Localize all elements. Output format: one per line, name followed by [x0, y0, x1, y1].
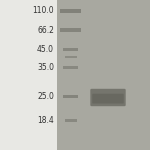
Text: 45.0: 45.0	[37, 45, 54, 54]
FancyBboxPatch shape	[63, 48, 78, 51]
FancyBboxPatch shape	[64, 118, 76, 122]
Text: 18.4: 18.4	[37, 116, 54, 125]
Text: 25.0: 25.0	[37, 92, 54, 101]
FancyBboxPatch shape	[60, 28, 81, 32]
Text: 110.0: 110.0	[32, 6, 54, 15]
FancyBboxPatch shape	[90, 89, 126, 106]
FancyBboxPatch shape	[57, 0, 150, 150]
FancyBboxPatch shape	[64, 56, 76, 58]
FancyBboxPatch shape	[63, 66, 78, 69]
FancyBboxPatch shape	[92, 94, 124, 104]
FancyBboxPatch shape	[60, 9, 81, 13]
Text: 35.0: 35.0	[37, 63, 54, 72]
Text: 66.2: 66.2	[37, 26, 54, 35]
FancyBboxPatch shape	[63, 94, 78, 98]
